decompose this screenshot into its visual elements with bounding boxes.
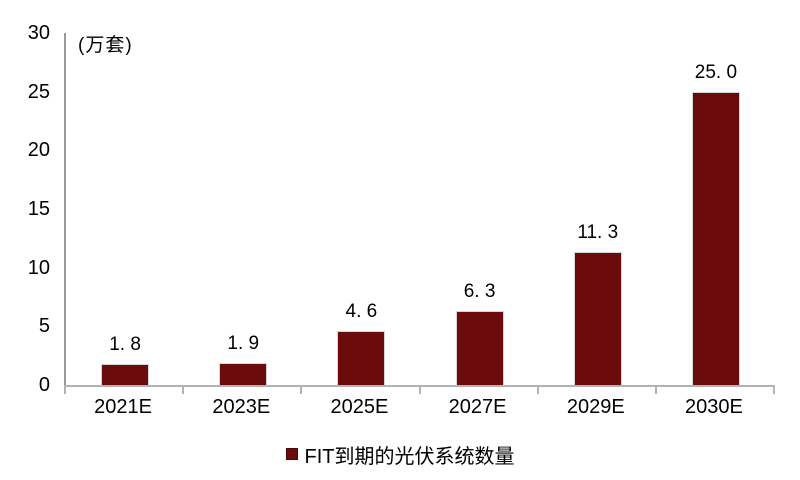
legend-swatch-icon (285, 448, 298, 460)
x-label-2021E: 2021E (94, 396, 152, 418)
y-tick-label: 30 (27, 22, 50, 44)
y-axis-unit-label: (万套) (78, 35, 133, 56)
value-label-2030E: 25. 0 (694, 61, 738, 83)
bar-2021E (101, 363, 150, 385)
y-tick-label: 0 (38, 374, 50, 396)
y-tick-label: 20 (27, 139, 50, 162)
bar-2027E (455, 311, 504, 385)
x-label-2030E: 2030E (684, 396, 743, 418)
y-tick-label: 25 (27, 80, 50, 103)
value-label-2023E: 1. 9 (227, 332, 260, 354)
x-label-2023E: 2023E (212, 396, 271, 418)
value-label-2027E: 6. 3 (463, 281, 496, 303)
bar-2030E (691, 91, 740, 385)
value-label-2021E: 1. 8 (109, 333, 141, 355)
y-tick-label: 15 (27, 198, 50, 220)
x-axis-tick (182, 385, 185, 394)
x-axis-tick (418, 385, 421, 394)
x-axis-tick (654, 385, 657, 394)
x-axis-tick (536, 385, 539, 394)
y-tick-label: 10 (27, 256, 50, 279)
plot-area: 1. 8 1. 9 4. 6 6. 3 11. 3 25. 0 (64, 33, 775, 387)
bar-2025E (337, 331, 386, 385)
x-axis-tick (300, 385, 303, 394)
value-label-2029E: 11. 3 (577, 222, 619, 244)
x-axis-tick (64, 385, 66, 394)
y-tick-label: 5 (38, 315, 50, 338)
legend: FIT到期的光伏系统数量 (0, 441, 800, 468)
value-label-2025E: 4. 6 (345, 301, 378, 323)
bar-2029E (573, 252, 622, 385)
x-label-2029E: 2029E (566, 396, 625, 418)
legend-label: FIT到期的光伏系统数量 (304, 445, 515, 468)
x-axis-tick (773, 385, 775, 394)
x-label-2025E: 2025E (330, 396, 389, 418)
bar-2023E (219, 362, 268, 385)
x-label-2027E: 2027E (448, 396, 507, 418)
